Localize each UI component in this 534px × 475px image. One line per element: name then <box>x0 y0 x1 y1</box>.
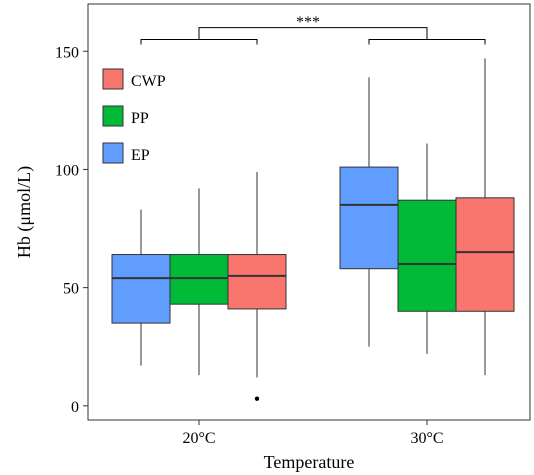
y-tick-label-0: 0 <box>71 399 79 416</box>
significance-bracket <box>140 27 486 45</box>
box-pp-20c <box>169 188 229 376</box>
legend-item-cwp: CWP <box>102 68 166 90</box>
comparison-bracket <box>198 27 428 40</box>
legend-key-cwp <box>102 68 124 90</box>
significance-label: *** <box>296 14 320 31</box>
box-layer <box>111 58 515 401</box>
y-tick-label-50: 50 <box>63 281 79 298</box>
box-pp-30c <box>397 143 457 354</box>
legend-key-ep <box>102 142 124 164</box>
box-body-pp-30c <box>397 199 457 312</box>
box-body-cwp-20c <box>227 254 287 310</box>
legend-label-ep: EP <box>131 147 150 164</box>
box-body-cwp-30c <box>455 197 515 312</box>
box-body-ep-30c <box>339 166 399 270</box>
x-tick-label-20c: 20°C <box>182 430 215 447</box>
box-cwp-30c <box>455 58 515 376</box>
legend: CWP PP EP <box>102 68 166 164</box>
y-axis-label: Hb (μmol/L) <box>14 166 35 258</box>
box-body-ep-20c <box>111 254 171 324</box>
legend-label-cwp: CWP <box>131 73 166 90</box>
box-ep-20c <box>111 209 171 366</box>
legend-item-pp: PP <box>102 105 149 127</box>
box-ep-30c <box>339 77 399 347</box>
y-tick-label-100: 100 <box>55 162 79 179</box>
box-body-pp-20c <box>169 254 229 305</box>
legend-key-pp <box>102 105 124 127</box>
x-tick-label-30c: 30°C <box>410 430 443 447</box>
legend-label-pp: PP <box>131 110 149 127</box>
y-tick-label-150: 150 <box>55 44 79 61</box>
outlier-cwp-20c-0 <box>254 396 260 401</box>
x-axis-label: Temperature <box>264 452 355 472</box>
box-cwp-20c <box>227 171 287 401</box>
legend-item-ep: EP <box>102 142 150 164</box>
axes: 0 50 100 150 20°C 30°C <box>55 44 444 447</box>
